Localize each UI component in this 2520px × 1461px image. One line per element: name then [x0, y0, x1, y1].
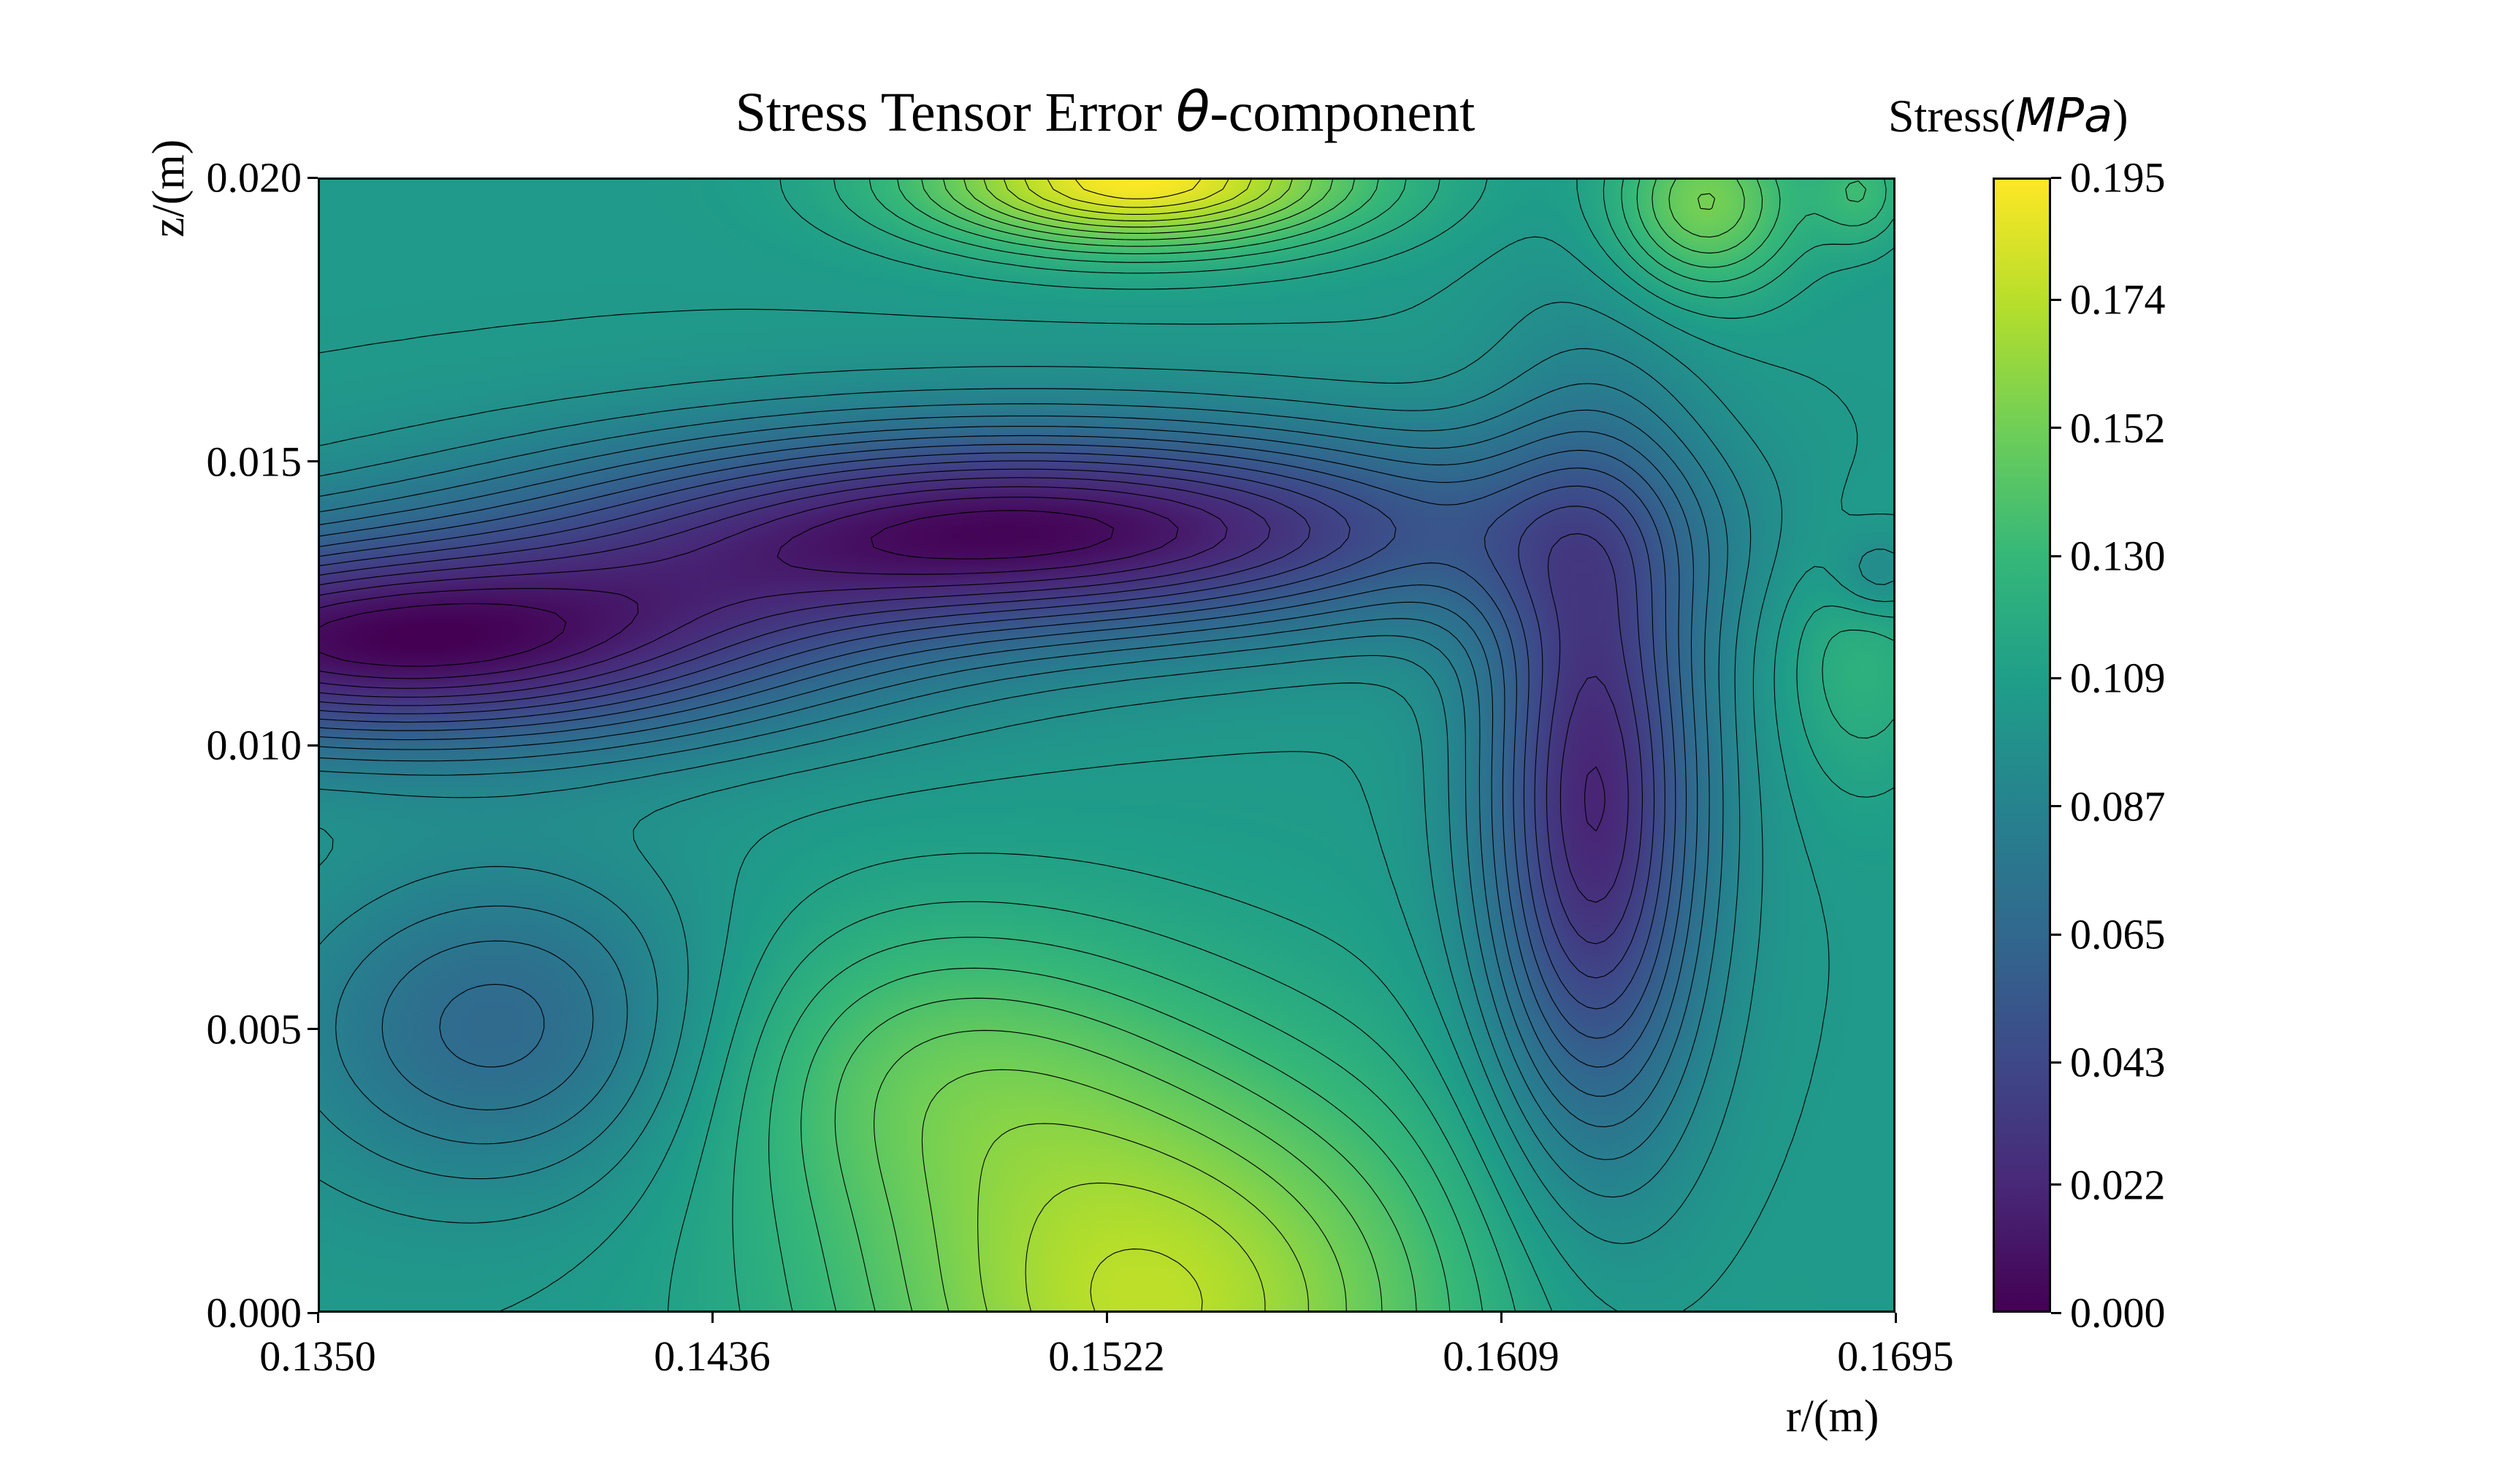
y-tick-label: 0.005 [206, 1005, 302, 1053]
stress-field-svg [320, 180, 1893, 1311]
x-tick-mark [711, 1313, 714, 1323]
contour-level-14 [320, 301, 1893, 1244]
contour-level-26 [1047, 180, 1229, 208]
contour-level-19 [801, 180, 1867, 1311]
y-tick-label: 0.010 [206, 721, 302, 769]
colorbar-tick-label: 0.152 [2070, 404, 2166, 452]
contour-level-5 [320, 468, 1643, 945]
x-tick-label: 0.1609 [1443, 1332, 1559, 1380]
colorbar-tick-label: 0.065 [2070, 910, 2166, 958]
colorbar [1993, 178, 2051, 1313]
contour-level-21 [874, 180, 1745, 1311]
contour-level-25 [1024, 180, 1252, 1311]
colorbar-tick-mark [2051, 676, 2061, 679]
contour-level-22 [921, 180, 1716, 1311]
stress-field-plot [318, 178, 1895, 1313]
title-theta-symbol: θ [1175, 79, 1210, 144]
x-tick-mark [316, 1313, 319, 1323]
y-tick-label: 0.000 [206, 1289, 302, 1337]
x-tick-label: 0.1522 [1048, 1332, 1165, 1380]
x-tick-mark [1894, 1313, 1897, 1323]
contour-level-6 [320, 460, 1655, 979]
stress-heatmap-image [320, 180, 1893, 1311]
colorbar-tick-label: 0.109 [2070, 654, 2166, 702]
contour-level-10 [320, 426, 1698, 1097]
colorbar-tick-mark [2051, 554, 2061, 557]
colorbar-tick-label: 0.022 [2070, 1161, 2166, 1209]
colorbar-tick-mark [2051, 176, 2061, 179]
contour-level-15 [320, 236, 1893, 1311]
colorbar-tick-mark [2051, 933, 2061, 936]
y-tick-label: 0.020 [206, 153, 302, 202]
colorbar-tick-mark [2051, 427, 2061, 430]
contour-level-3 [320, 486, 1605, 831]
contour-level-9 [320, 435, 1687, 1068]
contour-level-20 [834, 180, 1763, 1311]
contour-level-16 [667, 180, 1893, 1311]
contour-level-27 [1075, 180, 1201, 199]
y-tick-mark [308, 460, 318, 462]
contour-level-4 [320, 477, 1629, 903]
contour-level-17 [732, 180, 1893, 1311]
contour-level-8 [320, 443, 1676, 1039]
colorbar-unit: MPa [2015, 89, 2113, 143]
colorbar-tick-label: 0.195 [2070, 153, 2166, 202]
colorbar-tick-mark [2051, 1311, 2061, 1314]
x-tick-label: 0.1695 [1837, 1332, 1954, 1380]
contour-lines [320, 180, 1893, 1311]
colorbar-tick-mark [2051, 805, 2061, 808]
contour-level-2 [320, 497, 1179, 679]
colorbar-tick-mark [2051, 1183, 2061, 1186]
contour-level-7 [320, 452, 1665, 1010]
colorbar-tick-mark [2051, 298, 2061, 301]
colorbar-title: Stress(MPa) [1888, 89, 2128, 143]
y-tick-mark [308, 744, 318, 747]
x-tick-mark [1500, 1313, 1503, 1323]
contour-level-13 [320, 348, 1752, 1198]
colorbar-tick-label: 0.087 [2070, 782, 2166, 831]
contour-level-12 [320, 383, 1728, 1161]
contour-level-23 [977, 180, 1309, 1311]
y-tick-mark [308, 176, 318, 179]
colorbar-tick-label: 0.000 [2070, 1289, 2166, 1337]
x-tick-mark [1105, 1313, 1108, 1323]
y-tick-label: 0.015 [206, 438, 302, 485]
colorbar-tick-label: 0.043 [2070, 1038, 2166, 1086]
x-axis-label: r/(m) [1786, 1392, 1879, 1441]
colorbar-tick-mark [2051, 1061, 2061, 1064]
y-tick-mark [308, 1028, 318, 1030]
contour-level-18 [768, 180, 1887, 1311]
contour-level-11 [320, 409, 1710, 1128]
colorbar-tick-label: 0.174 [2070, 275, 2166, 324]
chart-title: Stress Tensor Error θ-component [735, 79, 1475, 144]
y-axis-label: z/(m) [144, 139, 194, 237]
y-tick-mark [308, 1311, 318, 1314]
contour-level-1 [320, 510, 1115, 667]
contour-level-24 [1004, 180, 1273, 1311]
x-tick-label: 0.1350 [259, 1332, 376, 1380]
colorbar-tick-label: 0.130 [2070, 532, 2166, 580]
x-tick-label: 0.1436 [654, 1332, 771, 1380]
